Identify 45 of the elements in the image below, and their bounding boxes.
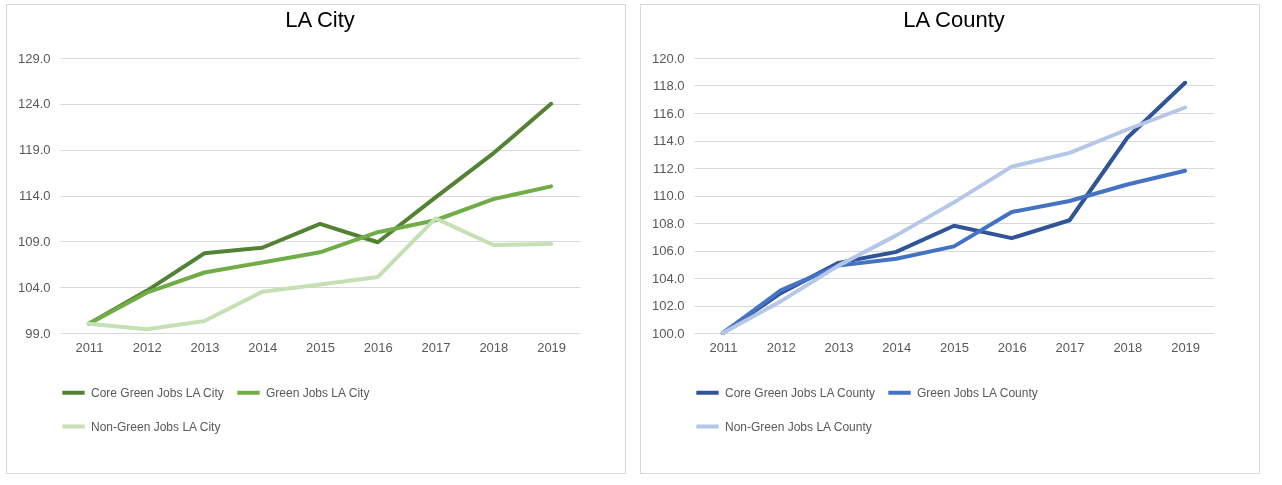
y-tick-label: 112.0: [652, 160, 685, 176]
legend-label: Core Green Jobs LA City: [91, 385, 224, 400]
y-tick-label: 108.0: [651, 215, 685, 231]
y-tick-label: 116.0: [652, 105, 685, 121]
legend-label: Core Green Jobs LA County: [725, 385, 876, 400]
x-tick-label: 2015: [306, 339, 335, 355]
x-tick-label: 2015: [940, 339, 969, 355]
x-tick-label: 2018: [479, 339, 509, 355]
x-tick-label: 2011: [75, 339, 104, 355]
y-tick-label: 110.0: [652, 188, 685, 203]
y-tick-label: 119.0: [18, 142, 51, 158]
chart-title: LA County: [903, 7, 1005, 32]
x-tick-label: 2017: [421, 339, 451, 355]
y-tick-label: 118.0: [652, 78, 685, 93]
x-tick-label: 2013: [190, 339, 220, 355]
y-tick-label: 114.0: [652, 133, 685, 148]
x-tick-label: 2019: [537, 339, 567, 355]
y-tick-label: 114.0: [18, 188, 51, 203]
y-tick-label: 129.0: [17, 50, 51, 66]
y-tick-label: 120.0: [651, 50, 685, 66]
legend-label: Green Jobs LA City: [266, 385, 370, 400]
legend-label: Green Jobs LA County: [917, 385, 1038, 400]
legend-label: Non-Green Jobs LA County: [725, 419, 872, 434]
x-tick-label: 2016: [363, 339, 393, 355]
x-tick-label: 2018: [1113, 339, 1143, 355]
x-tick-label: 2019: [1171, 339, 1201, 355]
legend-label: Non-Green Jobs LA City: [91, 419, 221, 434]
y-tick-label: 102.0: [651, 298, 685, 313]
y-tick-label: 124.0: [17, 96, 51, 112]
y-tick-label: 104.0: [17, 279, 51, 295]
y-tick-label: 100.0: [651, 325, 685, 341]
y-tick-label: 99.0: [25, 325, 51, 341]
x-tick-label: 2014: [248, 339, 278, 355]
x-tick-label: 2014: [882, 339, 912, 355]
x-tick-label: 2012: [766, 339, 796, 355]
chart-title: LA City: [285, 7, 355, 32]
x-tick-label: 2011: [709, 339, 738, 355]
x-tick-label: 2017: [1055, 339, 1085, 355]
y-tick-label: 106.0: [651, 243, 685, 258]
x-tick-label: 2013: [824, 339, 854, 355]
x-tick-label: 2012: [132, 339, 162, 355]
y-tick-label: 104.0: [651, 270, 685, 286]
y-tick-label: 109.0: [17, 233, 51, 249]
line-series: [86, 216, 554, 332]
x-tick-label: 2016: [997, 339, 1027, 355]
